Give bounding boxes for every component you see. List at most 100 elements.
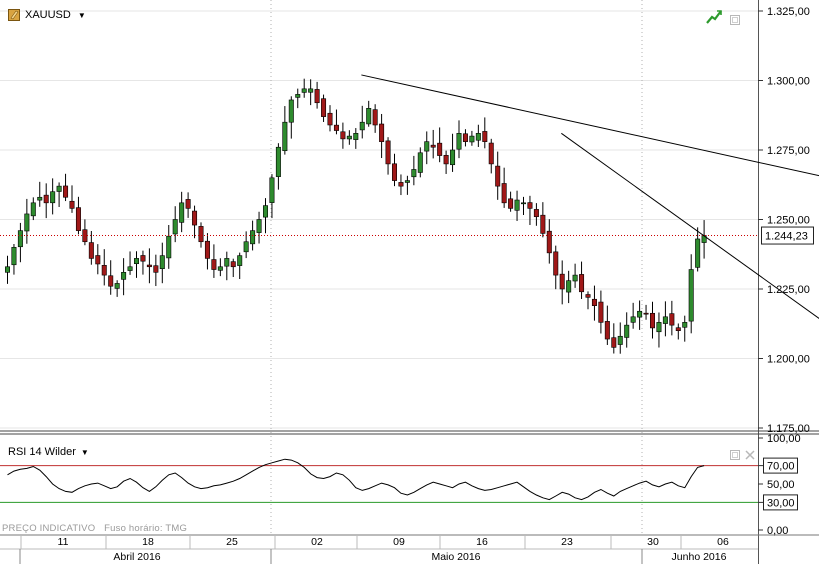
- current-price-label: 1.244,23: [765, 231, 808, 243]
- candle-body: [437, 142, 443, 156]
- chart-type-icon[interactable]: [706, 10, 722, 29]
- gold-bar-icon: [8, 9, 20, 21]
- candle-body: [669, 313, 675, 326]
- candle-body: [430, 144, 436, 148]
- candle-body: [630, 316, 636, 323]
- time-axis-day-label: 18: [142, 536, 154, 548]
- candle-body: [540, 214, 546, 234]
- candle-body: [17, 230, 23, 248]
- candle-body: [288, 99, 294, 123]
- candle-body: [450, 149, 456, 166]
- candle-body: [95, 255, 101, 265]
- candle-body: [250, 230, 256, 245]
- candle-body: [5, 266, 11, 273]
- candle-body: [101, 265, 107, 276]
- rsi-axis-label: 50,00: [767, 479, 795, 491]
- candle-body: [495, 165, 501, 187]
- candle-body: [275, 146, 281, 177]
- rsi-indicator-header[interactable]: RSI 14 Wilder ▼: [8, 446, 89, 458]
- symbol-name: XAUUSD: [25, 9, 71, 21]
- timezone-note: Fuso horário: TMG: [104, 523, 188, 534]
- candle-body: [637, 310, 643, 318]
- trendline[interactable]: [561, 132, 819, 354]
- candle-body: [385, 140, 391, 165]
- candle-body: [11, 247, 17, 266]
- candle-body: [501, 183, 507, 204]
- candle-body: [282, 121, 288, 152]
- rsi-axis-label: 30,00: [767, 497, 795, 509]
- candle-body: [611, 337, 617, 348]
- candle-body: [56, 185, 62, 192]
- time-axis-day-label: 09: [393, 536, 405, 548]
- price-axis-label: 1.275,00: [767, 145, 810, 157]
- price-axis-label: 1.250,00: [767, 215, 810, 227]
- symbol-dropdown-caret[interactable]: ▼: [77, 10, 86, 20]
- time-axis-day-label: 16: [476, 536, 488, 548]
- candle-body: [617, 335, 623, 345]
- candle-body: [43, 194, 49, 204]
- candle-body: [88, 242, 94, 259]
- rsi-title: RSI 14 Wilder: [8, 446, 76, 458]
- candle-body: [166, 235, 172, 259]
- candle-body: [204, 240, 210, 259]
- candle-body: [411, 169, 417, 178]
- candle-body: [295, 94, 301, 98]
- candle-body: [649, 312, 655, 329]
- candle-body: [508, 198, 514, 209]
- candle-body: [69, 200, 75, 209]
- candle-body: [398, 182, 404, 187]
- candle-body: [301, 88, 307, 93]
- rsi-dropdown-caret[interactable]: ▼: [80, 448, 89, 457]
- time-axis-day-label: 25: [226, 536, 238, 548]
- candle-body: [211, 259, 217, 270]
- candle-body: [269, 177, 275, 203]
- price-axis-label: 1.225,00: [767, 284, 810, 296]
- candle-body: [417, 152, 423, 173]
- candle-body: [488, 142, 494, 165]
- candle-body: [585, 294, 591, 298]
- time-axis-month-label: Abril 2016: [113, 551, 160, 563]
- rsi-oversold-tag: [763, 494, 798, 511]
- candle-body: [262, 205, 268, 218]
- candle-body: [688, 269, 694, 322]
- price-note: PREÇO INDICATIVO: [2, 523, 96, 534]
- rsi-close-icon[interactable]: [745, 447, 755, 465]
- price-axis-label: 1.200,00: [767, 354, 810, 366]
- candle-body: [546, 230, 552, 254]
- candle-body: [443, 154, 449, 165]
- candle-body: [256, 219, 262, 233]
- candle-body: [404, 180, 410, 183]
- candle-body: [63, 185, 69, 198]
- candle-body: [30, 202, 36, 217]
- candle-body: [424, 141, 430, 152]
- candle-body: [243, 241, 249, 253]
- rsi-line: [7, 458, 705, 501]
- candle-body: [108, 275, 114, 287]
- candle-body: [172, 219, 178, 235]
- candle-body: [75, 207, 81, 231]
- candle-body: [37, 196, 43, 201]
- candle-body: [237, 255, 243, 266]
- candle-body: [675, 327, 681, 332]
- candle-body: [340, 131, 346, 140]
- candle-body: [308, 88, 314, 93]
- candle-body: [121, 272, 127, 280]
- footer-notes: PREÇO INDICATIVO Fuso horário: TMG: [2, 523, 187, 534]
- candle-body: [230, 261, 236, 268]
- time-axis-month-label: Maio 2016: [431, 551, 480, 563]
- candle-body: [566, 280, 572, 293]
- candle-body: [475, 133, 481, 141]
- candle-body: [572, 274, 578, 282]
- maximize-panel-icon[interactable]: [730, 12, 740, 30]
- candle-body: [359, 121, 365, 131]
- candle-body: [643, 312, 649, 315]
- candle-body: [379, 123, 385, 142]
- rsi-axis-label: 70,00: [767, 461, 795, 473]
- trendline[interactable]: [361, 74, 819, 207]
- candle-body: [598, 301, 604, 323]
- symbol-header[interactable]: XAUUSD ▼: [8, 9, 86, 21]
- rsi-maximize-icon[interactable]: [730, 447, 740, 465]
- candle-body: [217, 266, 223, 271]
- price-axis-label: 1.175,00: [767, 423, 810, 435]
